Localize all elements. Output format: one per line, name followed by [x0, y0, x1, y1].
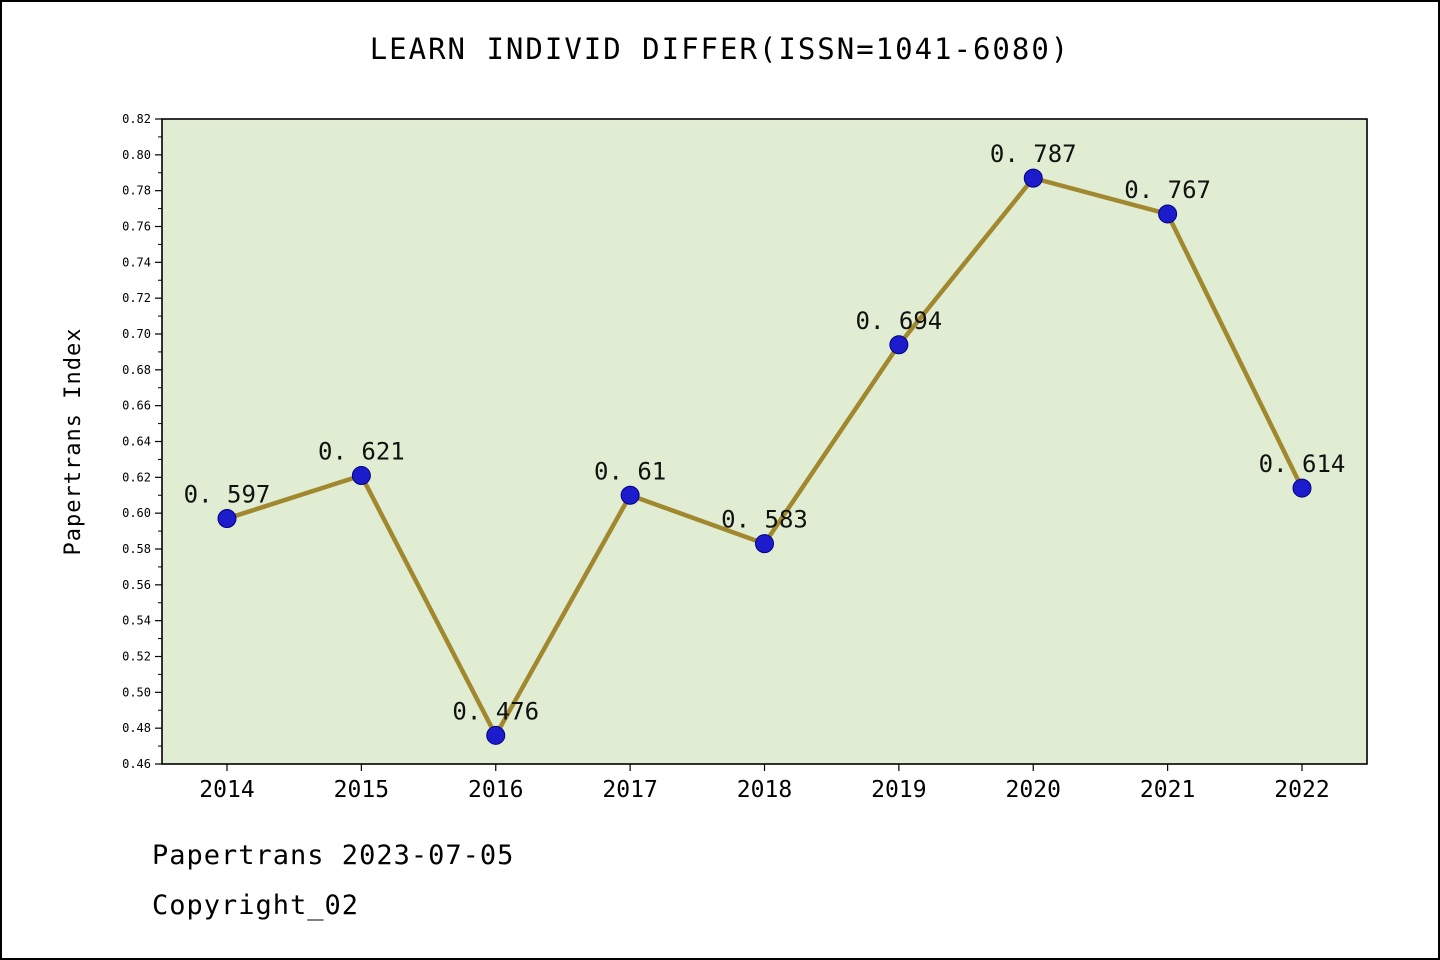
y-tick-label: 0.46: [122, 757, 151, 771]
y-tick-label: 0.82: [122, 112, 151, 126]
y-tick-label: 0.50: [122, 685, 151, 699]
data-point: [1023, 168, 1043, 188]
point-label: 0. 476: [452, 697, 539, 725]
point-label: 0. 61: [594, 457, 666, 485]
y-tick-label: 0.48: [122, 721, 151, 735]
y-tick-label: 0.66: [122, 399, 151, 413]
x-tick-label: 2018: [737, 777, 792, 803]
y-tick-label: 0.54: [122, 614, 151, 628]
y-tick-label: 0.60: [122, 506, 151, 520]
point-label: 0. 621: [318, 438, 405, 466]
y-tick-label: 0.70: [122, 327, 151, 341]
y-tick-label: 0.72: [122, 291, 151, 305]
y-tick-label: 0.62: [122, 470, 151, 484]
data-point: [755, 534, 774, 554]
y-tick-label: 0.78: [122, 184, 151, 198]
data-point: [620, 485, 640, 505]
footer-copyright: Copyright_02: [152, 890, 360, 921]
x-tick-label: 2014: [199, 777, 254, 803]
y-tick-label: 0.80: [122, 148, 151, 162]
chart-title: LEARN INDIVID DIFFER(ISSN=1041-6080): [369, 32, 1071, 66]
x-tick-label: 2022: [1274, 777, 1329, 803]
point-label: 0. 694: [856, 307, 943, 335]
y-tick-label: 0.52: [122, 650, 151, 664]
data-point: [351, 466, 371, 486]
x-tick-label: 2017: [602, 777, 657, 803]
y-tick-label: 0.64: [122, 435, 151, 449]
data-point: [889, 335, 909, 355]
x-tick-label: 2020: [1006, 777, 1061, 803]
point-label: 0. 767: [1124, 176, 1211, 204]
data-point: [1158, 204, 1178, 224]
point-label: 0. 583: [721, 506, 808, 534]
data-point: [486, 725, 506, 745]
plot-area: [162, 119, 1367, 764]
point-label: 0. 614: [1259, 450, 1346, 478]
y-tick-label: 0.74: [122, 255, 151, 269]
y-tick-label: 0.56: [122, 578, 151, 592]
data-point: [1292, 478, 1312, 498]
x-tick-label: 2015: [334, 777, 389, 803]
data-point: [217, 509, 237, 529]
y-tick-label: 0.58: [122, 542, 151, 556]
y-tick-label: 0.68: [122, 363, 151, 377]
point-label: 0. 597: [184, 481, 271, 509]
y-axis-label: Papertrans Index: [61, 328, 86, 556]
point-label: 0. 787: [990, 140, 1077, 168]
x-tick-label: 2016: [468, 777, 523, 803]
plot-border: [161, 118, 1368, 765]
x-tick-label: 2021: [1140, 777, 1195, 803]
footer-source-date: Papertrans 2023-07-05: [152, 840, 515, 871]
x-tick-label: 2019: [871, 777, 926, 803]
y-tick-label: 0.76: [122, 220, 151, 234]
